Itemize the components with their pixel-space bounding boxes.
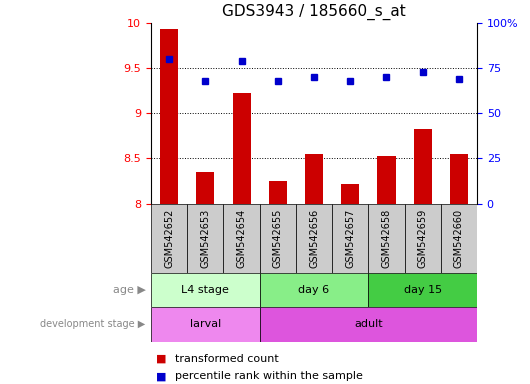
Text: GSM542658: GSM542658	[382, 209, 392, 268]
Bar	[441, 204, 477, 273]
Bar	[413, 129, 432, 204]
Bar	[332, 204, 368, 273]
Bar	[187, 204, 224, 273]
Text: day 15: day 15	[404, 285, 441, 295]
Bar	[450, 154, 468, 204]
Text: GSM542653: GSM542653	[200, 209, 210, 268]
Title: GDS3943 / 185660_s_at: GDS3943 / 185660_s_at	[222, 4, 406, 20]
Bar	[151, 273, 260, 307]
Bar	[196, 172, 215, 204]
Bar	[377, 156, 395, 204]
Bar	[160, 29, 178, 204]
Bar	[151, 307, 260, 342]
Bar	[368, 204, 404, 273]
Bar	[368, 273, 477, 307]
Text: ■: ■	[156, 354, 167, 364]
Text: GSM542655: GSM542655	[273, 209, 283, 268]
Bar	[305, 154, 323, 204]
Text: GSM542654: GSM542654	[236, 209, 246, 268]
Bar	[296, 204, 332, 273]
Text: percentile rank within the sample: percentile rank within the sample	[175, 371, 363, 381]
Text: larval: larval	[190, 319, 221, 329]
Text: day 6: day 6	[298, 285, 330, 295]
Bar	[341, 184, 359, 204]
Text: GSM542657: GSM542657	[345, 209, 355, 268]
Bar	[233, 93, 251, 204]
Bar	[260, 204, 296, 273]
Text: GSM542660: GSM542660	[454, 209, 464, 268]
Text: GSM542656: GSM542656	[309, 209, 319, 268]
Text: adult: adult	[354, 319, 383, 329]
Text: ■: ■	[156, 371, 167, 381]
Bar	[269, 181, 287, 204]
Text: GSM542659: GSM542659	[418, 209, 428, 268]
Bar	[404, 204, 441, 273]
Text: transformed count: transformed count	[175, 354, 279, 364]
Text: development stage ▶: development stage ▶	[40, 319, 146, 329]
Bar	[224, 204, 260, 273]
Bar	[151, 204, 187, 273]
Text: age ▶: age ▶	[113, 285, 146, 295]
Bar	[260, 273, 368, 307]
Text: GSM542652: GSM542652	[164, 209, 174, 268]
Text: L4 stage: L4 stage	[181, 285, 229, 295]
Bar	[260, 307, 477, 342]
